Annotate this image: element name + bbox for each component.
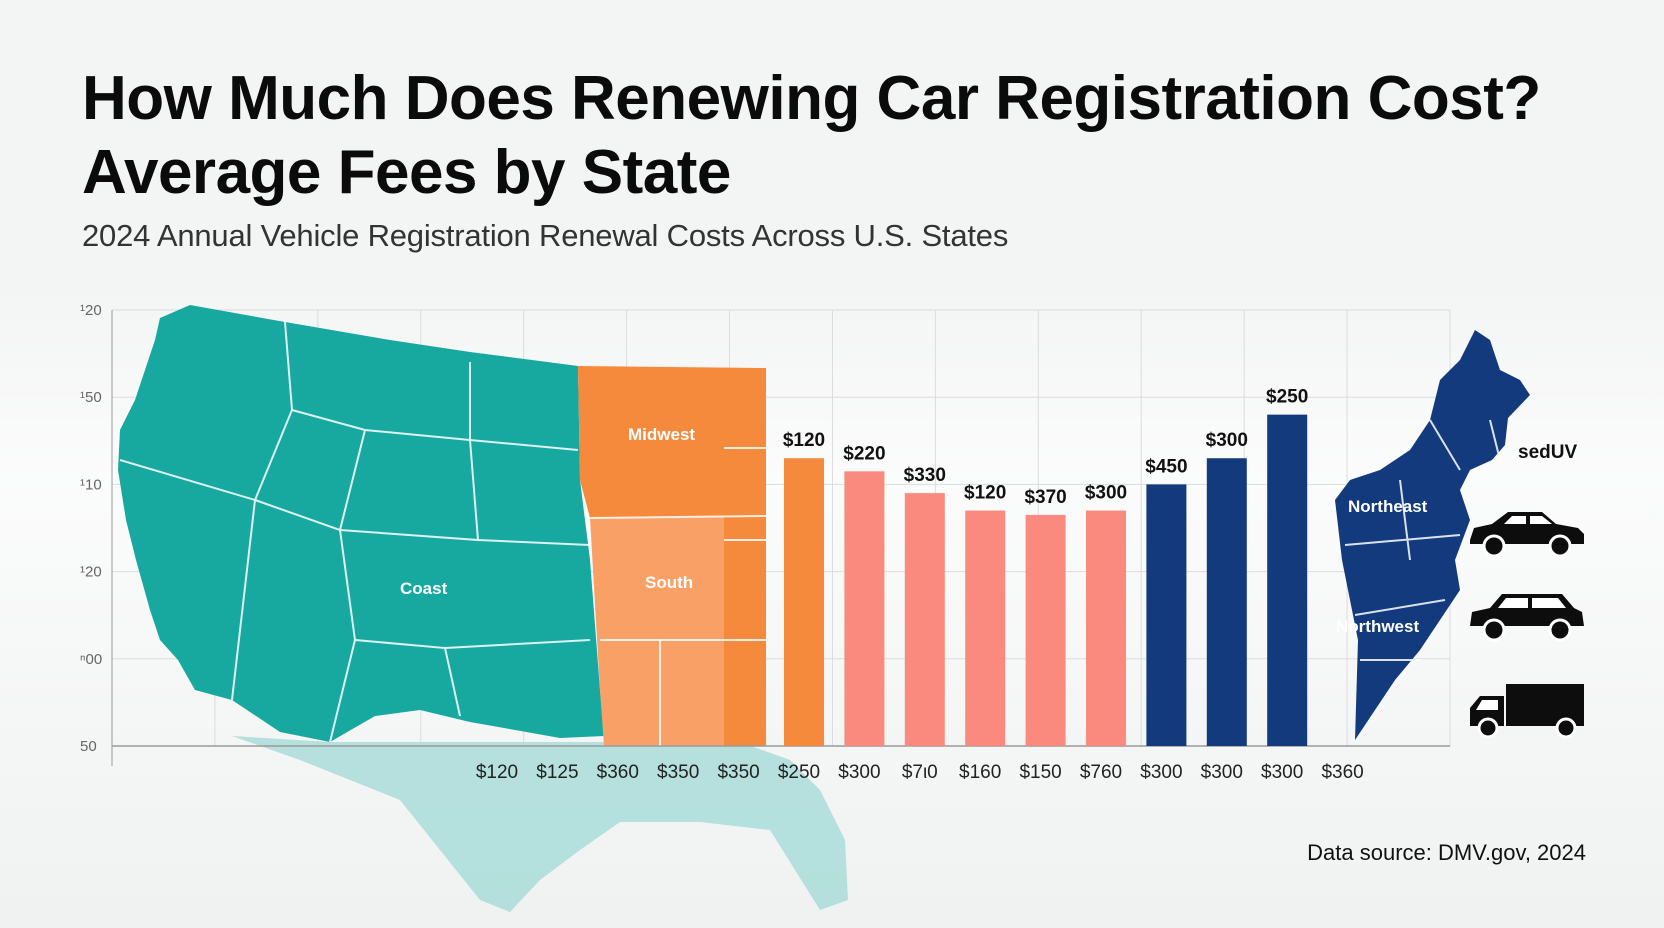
map-label-northeast: Northeast [1348,497,1428,516]
x-axis: $120 $125 $360 $350 $350 $250 $300 $7ι0 $160 $150… [476,762,1364,783]
bar [904,493,945,746]
us-map: Coast Midwest South Northeast Northwest [118,305,1530,912]
x-tick-label: $760 [1080,762,1122,783]
bar-value-label: $370 [1024,487,1066,508]
map-region-south [590,516,766,746]
bar [1146,484,1187,746]
x-tick-label: $350 [657,762,699,783]
y-tick-label: 50 [80,738,97,755]
page-subtitle: 2024 Annual Vehicle Registration Renewal… [82,218,1009,253]
y-tick-label: ¹20 [80,302,102,319]
bar-value-label: $120 [783,430,825,451]
bar-value-label: $300 [1085,483,1127,504]
map-midwest-strip [724,448,766,746]
bar-value-label: $120 [964,483,1006,504]
x-tick-label: $350 [717,762,759,783]
map-label-northwest: Northwest [1336,617,1419,636]
x-tick-label: $160 [959,762,1001,783]
bar-value-label: $250 [1266,387,1308,408]
truck-icon [1470,684,1584,739]
bar [1086,510,1126,746]
y-tick-label: ¹10 [80,476,102,493]
x-tick-label: $250 [778,762,820,783]
x-tick-label: $360 [597,762,639,783]
x-tick-label: $300 [1201,762,1243,783]
bar [1267,414,1308,746]
bar-value-labels: $120 $220 $330 $120 $370 $300 $450 $300 $250 [783,387,1308,508]
x-tick-label: $125 [536,762,578,783]
bar-value-label: $330 [904,465,946,486]
bar [844,471,885,746]
bar [965,510,1006,746]
y-axis: 50 ⁿ00 ¹20 ¹10 ¹50 ¹20 [80,302,102,755]
title-line-1: How Much Does Renewing Car Registration … [82,64,1541,133]
page-title: How Much Does Renewing Car Registration … [82,62,1582,210]
y-tick-label: ⁿ00 [80,651,102,668]
x-tick-label: $300 [838,762,880,783]
map-label-coast: Coast [400,579,448,598]
bar [784,458,824,746]
map-region-northeast [1335,330,1530,740]
x-tick-label: $150 [1019,762,1061,783]
map-region-midwest [578,366,766,518]
x-tick-label: $300 [1140,762,1182,783]
bar [1206,458,1247,746]
map-region-west [118,305,604,742]
y-tick-label: ¹20 [80,564,102,581]
x-tick-label: $7ι0 [902,762,938,783]
y-tick-label: ¹50 [80,389,102,406]
x-tick-label: $120 [476,762,518,783]
bar-value-label: $450 [1145,456,1187,477]
x-tick-label: $360 [1321,762,1363,783]
map-label-south: South [645,573,693,592]
title-line-2: Average Fees by State [82,138,731,207]
map-region-south-faded [232,736,848,912]
vehicle-legend: sedUV [1470,442,1584,739]
suv-icon [1470,594,1584,642]
bar-value-label: $220 [843,443,885,464]
data-source: Data source: DMV.gov, 2024 [1307,840,1586,865]
car-icon [1470,512,1584,558]
bar-value-label: $300 [1206,430,1248,451]
vehicle-type-label: sedUV [1518,442,1577,463]
map-label-midwest: Midwest [628,425,695,444]
bar [1025,514,1066,746]
bars [784,414,1308,746]
x-tick-label: $300 [1261,762,1303,783]
